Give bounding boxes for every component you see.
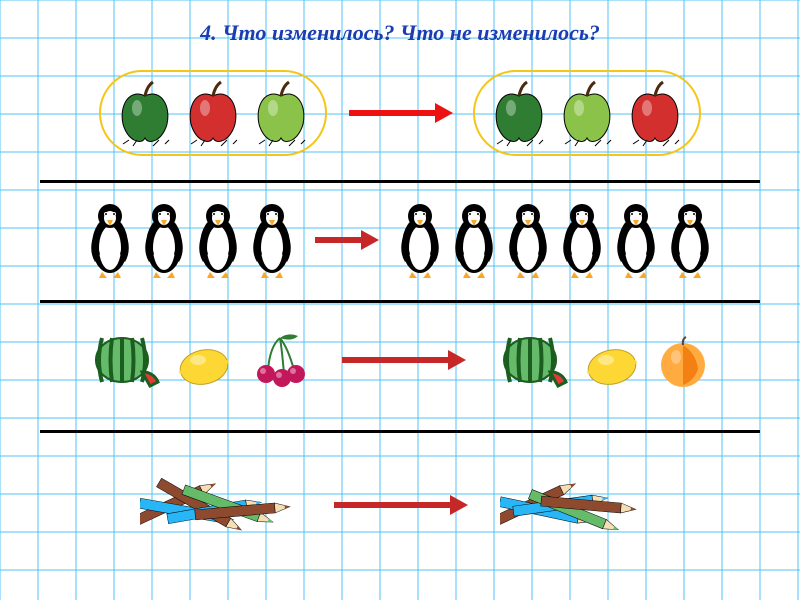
exercise-row-fruits xyxy=(0,330,800,390)
pencils-right xyxy=(500,460,660,550)
apple-icon xyxy=(489,78,549,148)
apple-icon xyxy=(183,78,243,148)
fruits-left-group xyxy=(90,330,308,390)
apple-icon xyxy=(625,78,685,148)
penguin-icon xyxy=(395,200,445,280)
exercise-row-penguins xyxy=(0,200,800,280)
exercise-row-pencils xyxy=(0,460,800,550)
lemon-icon xyxy=(582,340,642,390)
penguins-right-group xyxy=(395,200,715,280)
fruits-right-group xyxy=(498,330,711,390)
penguin-icon xyxy=(449,200,499,280)
penguin-icon xyxy=(139,200,189,280)
arrow-icon xyxy=(338,345,468,375)
lemon-icon xyxy=(174,340,234,390)
penguin-icon xyxy=(85,200,135,280)
watermelon-icon xyxy=(90,330,160,390)
apple-icon xyxy=(557,78,617,148)
penguin-icon xyxy=(247,200,297,280)
arrow-icon xyxy=(345,98,455,128)
penguin-icon xyxy=(611,200,661,280)
cherries-icon xyxy=(248,330,308,390)
divider xyxy=(40,430,760,433)
penguin-icon xyxy=(665,200,715,280)
exercise-row-apples xyxy=(0,70,800,156)
arrow-icon xyxy=(330,490,470,520)
penguins-left-group xyxy=(85,200,297,280)
divider xyxy=(40,300,760,303)
page-title: 4. Что изменилось? Что не изменилось? xyxy=(0,0,800,46)
penguin-icon xyxy=(503,200,553,280)
apple-icon xyxy=(251,78,311,148)
arrow-icon xyxy=(311,225,381,255)
apple-icon xyxy=(115,78,175,148)
penguin-icon xyxy=(193,200,243,280)
penguin-icon xyxy=(557,200,607,280)
apples-right-frame xyxy=(473,70,701,156)
apples-left-frame xyxy=(99,70,327,156)
divider xyxy=(40,180,760,183)
peach-icon xyxy=(656,335,711,390)
watermelon-icon xyxy=(498,330,568,390)
pencils-left xyxy=(140,460,300,550)
